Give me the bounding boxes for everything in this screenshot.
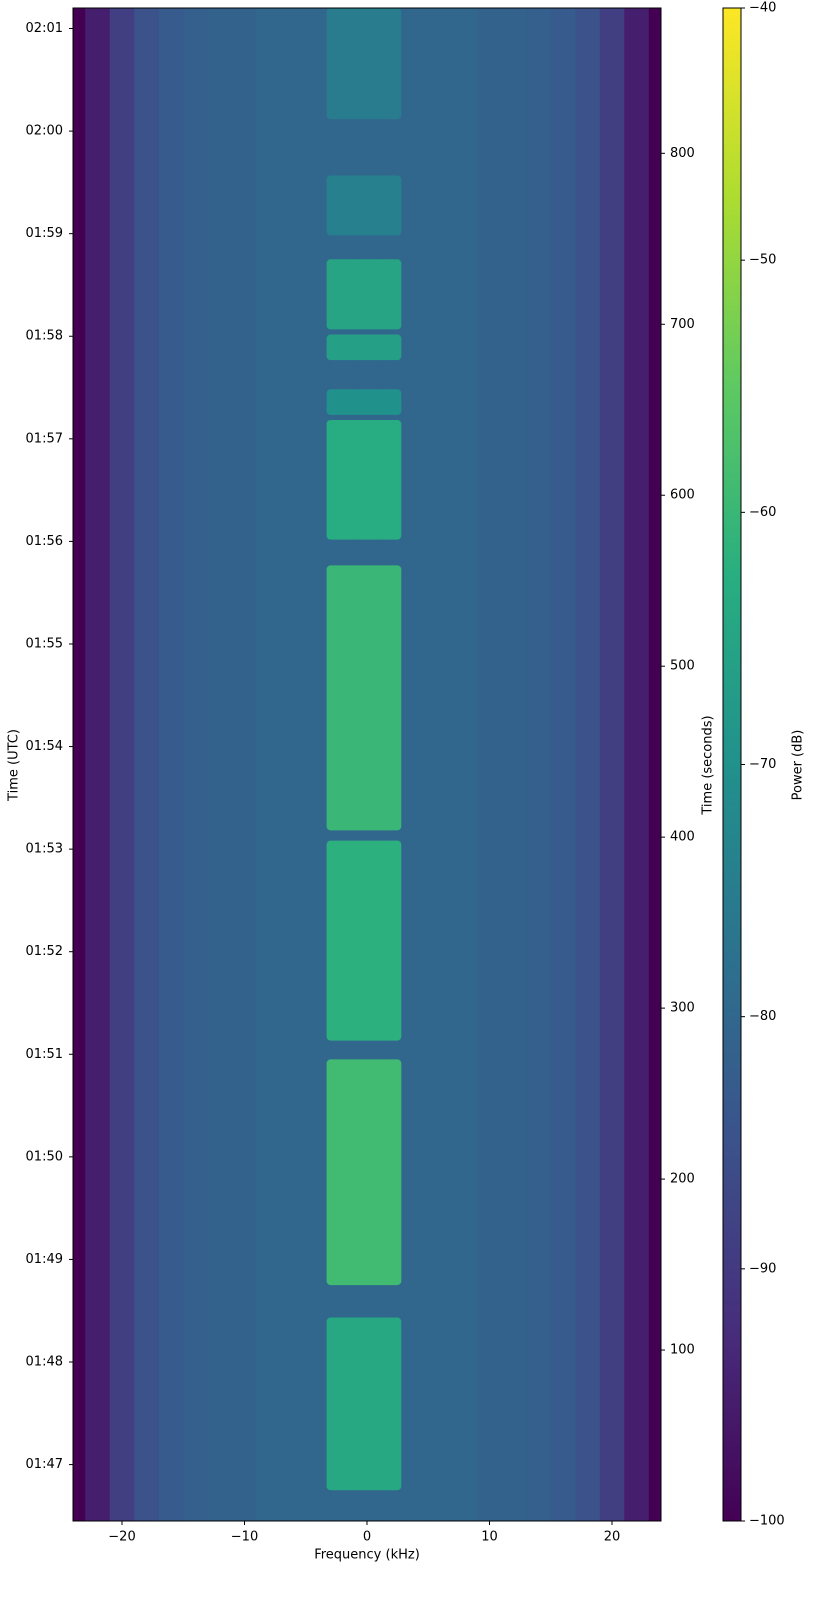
y-tick-label: 01:54 bbox=[26, 739, 63, 754]
y-tick-label: 01:49 bbox=[26, 1252, 63, 1267]
signal-segment bbox=[326, 1317, 402, 1491]
x-tick-label: −10 bbox=[231, 1530, 258, 1545]
background-column bbox=[428, 8, 454, 1521]
y2-tick-label: 500 bbox=[670, 659, 695, 674]
background-column bbox=[550, 8, 576, 1521]
y-tick-label: 01:53 bbox=[26, 842, 63, 857]
background-column bbox=[183, 8, 209, 1521]
y-tick-label: 01:57 bbox=[26, 431, 63, 446]
y2-tick-label: 200 bbox=[670, 1172, 695, 1187]
y2-tick-label: 600 bbox=[670, 488, 695, 503]
background-column bbox=[575, 8, 601, 1521]
y2-tick-label: 400 bbox=[670, 830, 695, 845]
y-tick-label: 01:56 bbox=[26, 534, 63, 549]
y-axis-label: Time (UTC) bbox=[7, 729, 22, 802]
colorbar-tick-label: −100 bbox=[749, 1514, 785, 1529]
y-tick-label: 01:50 bbox=[26, 1149, 63, 1164]
y-tick-label: 01:52 bbox=[26, 944, 63, 959]
y-tick-label: 01:51 bbox=[26, 1047, 63, 1062]
y2-tick-label: 700 bbox=[670, 317, 695, 332]
background-column bbox=[648, 8, 662, 1521]
signal-segment bbox=[326, 1059, 402, 1286]
x-tick-label: 10 bbox=[481, 1530, 498, 1545]
signal-segment bbox=[326, 389, 402, 415]
y-tick-label: 01:58 bbox=[26, 329, 63, 344]
background-column bbox=[281, 8, 307, 1521]
y-tick-label: 01:55 bbox=[26, 636, 63, 651]
y2-axis-label: Time (seconds) bbox=[701, 715, 716, 815]
colorbar-tick-label: −70 bbox=[749, 757, 776, 772]
colorbar-tick-label: −50 bbox=[749, 253, 776, 268]
signal-segment bbox=[326, 259, 402, 330]
background-column bbox=[158, 8, 184, 1521]
background-column bbox=[134, 8, 160, 1521]
x-axis-label: Frequency (kHz) bbox=[314, 1548, 420, 1563]
x-tick-label: 20 bbox=[604, 1530, 621, 1545]
y-tick-label: 02:00 bbox=[26, 124, 63, 139]
y2-tick-label: 800 bbox=[670, 146, 695, 161]
colorbar-tick-label: −90 bbox=[749, 1261, 776, 1276]
colorbar-label: Power (dB) bbox=[791, 730, 806, 801]
background-column bbox=[85, 8, 111, 1521]
x-tick-label: 0 bbox=[363, 1530, 371, 1545]
signal-segment bbox=[326, 175, 402, 236]
y-tick-label: 01:47 bbox=[26, 1457, 63, 1472]
y2-tick-label: 100 bbox=[670, 1343, 695, 1358]
background-column bbox=[73, 8, 86, 1521]
signal-segment bbox=[326, 565, 402, 831]
colorbar-tick-label: −80 bbox=[749, 1009, 776, 1024]
x-tick-label: −20 bbox=[108, 1530, 135, 1545]
y-tick-label: 02:01 bbox=[26, 21, 63, 36]
background-column bbox=[109, 8, 135, 1521]
y-tick-label: 01:59 bbox=[26, 226, 63, 241]
signal-segment bbox=[326, 840, 402, 1041]
background-column bbox=[207, 8, 233, 1521]
background-column bbox=[526, 8, 552, 1521]
signal-segment bbox=[326, 420, 402, 540]
y-tick-label: 01:48 bbox=[26, 1355, 63, 1370]
background-column bbox=[232, 8, 258, 1521]
y2-tick-label: 300 bbox=[670, 1001, 695, 1016]
background-column bbox=[403, 8, 429, 1521]
background-column bbox=[477, 8, 503, 1521]
colorbar-tick-label: −60 bbox=[749, 505, 776, 520]
background-column bbox=[452, 8, 478, 1521]
colorbar-tick-label: −40 bbox=[749, 1, 776, 16]
background-column bbox=[256, 8, 282, 1521]
signal-segment bbox=[326, 334, 402, 361]
signal-segment bbox=[326, 8, 402, 120]
background-column bbox=[599, 8, 625, 1521]
colorbar bbox=[722, 7, 742, 1522]
background-column bbox=[501, 8, 527, 1521]
background-column bbox=[624, 8, 650, 1521]
